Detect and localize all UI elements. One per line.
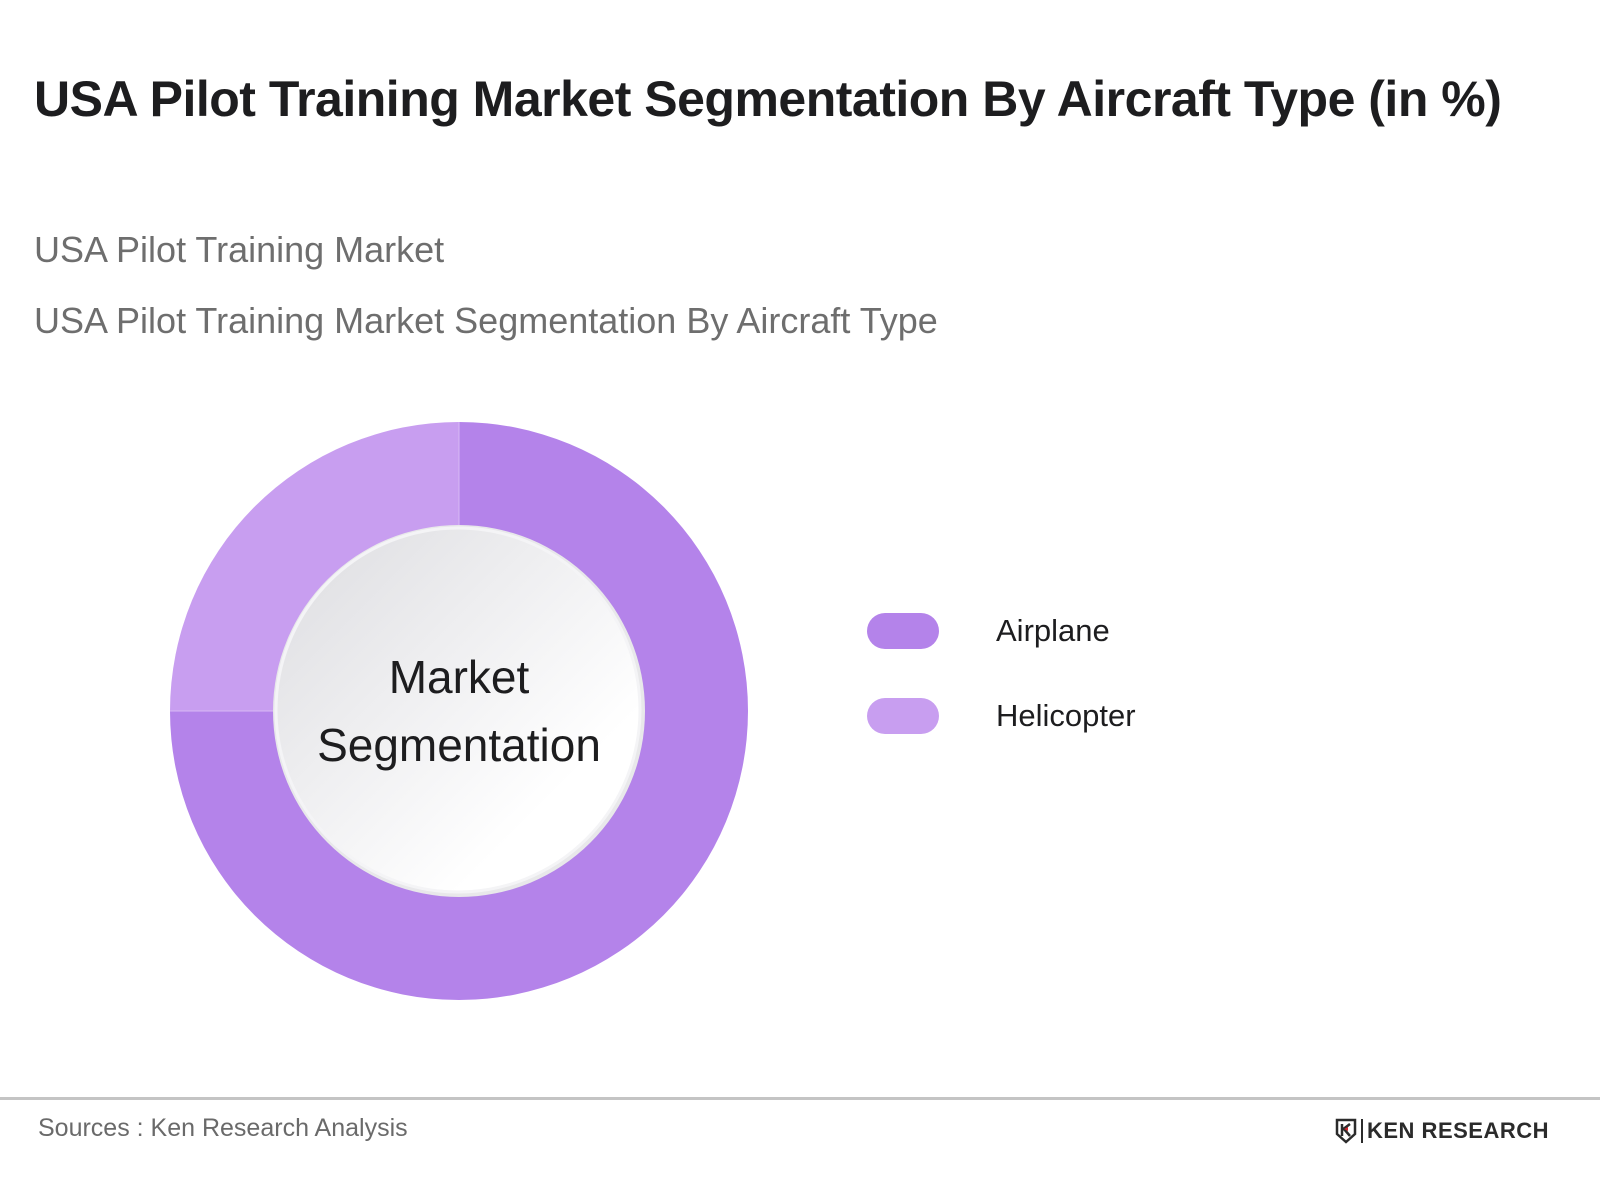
footer-divider (0, 1097, 1600, 1100)
legend: Airplane Helicopter (867, 612, 1136, 782)
subtitle-market: USA Pilot Training Market (34, 229, 445, 270)
source-note: Sources : Ken Research Analysis (38, 1114, 408, 1142)
center-label: Market Segmentation (274, 526, 644, 896)
legend-item-airplane[interactable]: Airplane (867, 612, 1136, 650)
donut-chart-svg (170, 422, 748, 1000)
legend-item-helicopter[interactable]: Helicopter (867, 697, 1136, 735)
legend-swatch-airplane (867, 613, 939, 649)
legend-swatch-helicopter (867, 698, 939, 734)
logo-text: KEN RESEARCH (1367, 1118, 1550, 1143)
legend-label: Helicopter (996, 698, 1136, 733)
page-title: USA Pilot Training Market Segmentation B… (34, 71, 1502, 127)
ken-research-logo: KEN RESEARCH (1335, 1118, 1549, 1144)
center-label-line2: Segmentation (317, 719, 601, 771)
legend-label: Airplane (996, 613, 1110, 648)
ken-shield-icon (1335, 1118, 1357, 1144)
center-hole (274, 526, 642, 894)
subtitle-segmentation: USA Pilot Training Market Segmentation B… (34, 300, 938, 341)
center-label-line1: Market (388, 651, 530, 703)
logo-separator (1361, 1119, 1363, 1143)
donut-chart (160, 412, 760, 1012)
